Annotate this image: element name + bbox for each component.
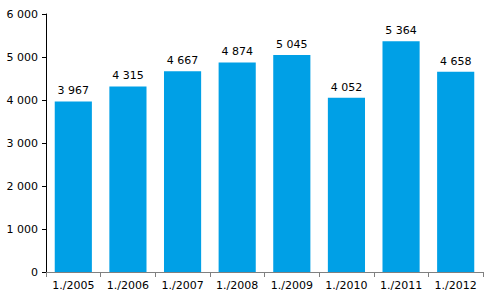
svg-text:1./2008: 1./2008: [216, 279, 258, 292]
svg-text:4 315: 4 315: [112, 69, 144, 82]
svg-text:5 045: 5 045: [276, 38, 308, 51]
svg-text:1./2009: 1./2009: [271, 279, 313, 292]
svg-text:1./2007: 1./2007: [161, 279, 203, 292]
svg-text:1./2005: 1./2005: [52, 279, 94, 292]
svg-text:5 000: 5 000: [7, 51, 39, 64]
svg-text:4 052: 4 052: [331, 81, 363, 94]
svg-text:5 364: 5 364: [385, 24, 417, 37]
svg-text:0: 0: [31, 266, 38, 279]
svg-text:6 000: 6 000: [7, 8, 39, 21]
svg-text:4 658: 4 658: [440, 55, 472, 68]
svg-text:3 967: 3 967: [58, 84, 90, 97]
svg-text:1./2006: 1./2006: [107, 279, 149, 292]
svg-text:2 000: 2 000: [7, 180, 39, 193]
svg-text:1./2012: 1./2012: [435, 279, 477, 292]
svg-text:3 000: 3 000: [7, 137, 39, 150]
svg-text:1./2010: 1./2010: [325, 279, 367, 292]
svg-text:4 000: 4 000: [7, 94, 39, 107]
svg-text:4 874: 4 874: [221, 45, 253, 58]
svg-text:1 000: 1 000: [7, 223, 39, 236]
svg-text:4 667: 4 667: [167, 54, 199, 67]
svg-text:1./2011: 1./2011: [380, 279, 422, 292]
